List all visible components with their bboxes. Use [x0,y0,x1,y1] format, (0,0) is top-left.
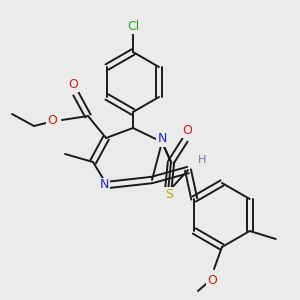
Text: H: H [198,155,206,165]
Text: O: O [207,274,217,286]
Text: O: O [47,115,57,128]
Text: O: O [182,124,192,136]
Text: N: N [157,133,167,146]
Text: Cl: Cl [127,20,139,32]
Text: S: S [165,188,173,200]
Text: N: N [99,178,109,191]
Text: O: O [68,77,78,91]
